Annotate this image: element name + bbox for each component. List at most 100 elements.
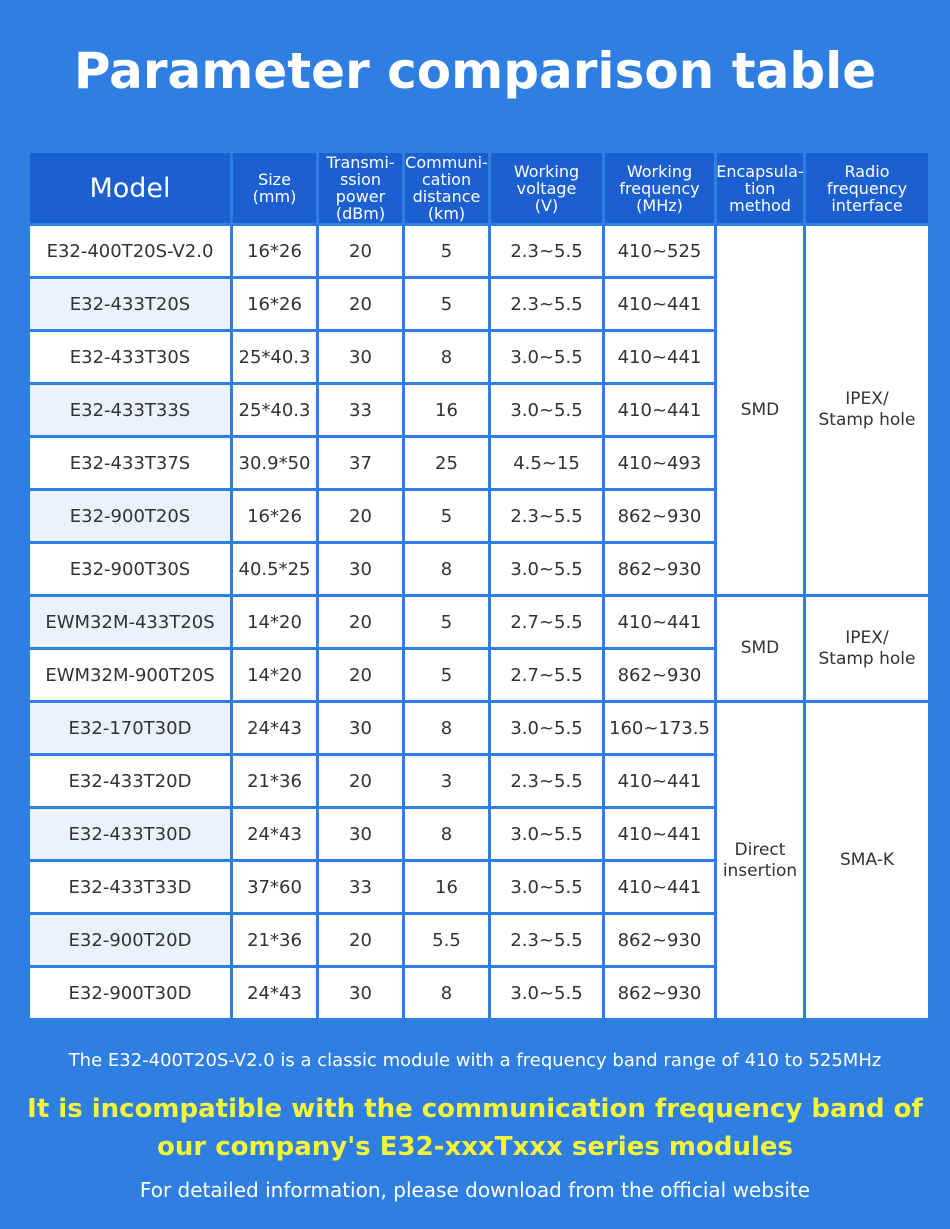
data-cell: 20 (319, 491, 402, 541)
interface-cell: SMA-K (806, 703, 928, 1018)
data-cell: 5 (405, 597, 488, 647)
header-cell: Size (mm) (233, 153, 316, 223)
data-cell: 8 (405, 968, 488, 1018)
encapsulation-cell: SMD (717, 226, 803, 594)
encapsulation-cell: Direct insertion (717, 703, 803, 1018)
data-cell: 2.7~5.5 (491, 650, 602, 700)
data-cell: 30 (319, 968, 402, 1018)
data-cell: 410~441 (605, 862, 714, 912)
data-cell: 862~930 (605, 915, 714, 965)
data-cell: 24*43 (233, 703, 316, 753)
data-cell: 410~441 (605, 756, 714, 806)
model-cell: EWM32M-433T20S (30, 597, 230, 647)
model-cell: E32-433T33S (30, 385, 230, 435)
data-cell: 160~173.5 (605, 703, 714, 753)
interface-cell: IPEX/ Stamp hole (806, 226, 928, 594)
data-cell: 5 (405, 226, 488, 276)
data-cell: 3.0~5.5 (491, 385, 602, 435)
data-cell: 24*43 (233, 809, 316, 859)
data-cell: 410~441 (605, 279, 714, 329)
data-cell: 8 (405, 544, 488, 594)
data-cell: 5 (405, 279, 488, 329)
data-cell: 862~930 (605, 968, 714, 1018)
data-cell: 25 (405, 438, 488, 488)
data-cell: 2.3~5.5 (491, 491, 602, 541)
data-cell: 16 (405, 385, 488, 435)
model-cell: EWM32M-900T20S (30, 650, 230, 700)
data-cell: 33 (319, 862, 402, 912)
data-cell: 2.3~5.5 (491, 915, 602, 965)
data-cell: 3.0~5.5 (491, 332, 602, 382)
data-cell: 24*43 (233, 968, 316, 1018)
data-cell: 2.7~5.5 (491, 597, 602, 647)
data-cell: 16*26 (233, 226, 316, 276)
data-cell: 2.3~5.5 (491, 279, 602, 329)
data-cell: 30 (319, 809, 402, 859)
data-cell: 30 (319, 332, 402, 382)
data-cell: 410~441 (605, 809, 714, 859)
data-cell: 20 (319, 597, 402, 647)
data-cell: 20 (319, 279, 402, 329)
data-cell: 2.3~5.5 (491, 756, 602, 806)
data-cell: 4.5~15 (491, 438, 602, 488)
data-cell: 3.0~5.5 (491, 809, 602, 859)
model-cell: E32-433T30D (30, 809, 230, 859)
model-cell: E32-900T20D (30, 915, 230, 965)
data-cell: 21*36 (233, 915, 316, 965)
model-cell: E32-900T30S (30, 544, 230, 594)
data-cell: 25*40.3 (233, 332, 316, 382)
header-cell: Model (30, 153, 230, 223)
footer-info: For detailed information, please downloa… (139, 1178, 811, 1202)
data-cell: 14*20 (233, 597, 316, 647)
data-cell: 410~441 (605, 597, 714, 647)
comparison-table: Model Size (mm) Transmi- ssion power (dBm)… (30, 153, 928, 1018)
data-cell: 33 (319, 385, 402, 435)
data-cell: 5 (405, 650, 488, 700)
title: Parameter comparison table (73, 42, 877, 100)
data-cell: 8 (405, 332, 488, 382)
data-cell: 5 (405, 491, 488, 541)
footer-note: The E32-400T20S-V2.0 is a classic module… (68, 1050, 882, 1071)
data-cell: 410~441 (605, 332, 714, 382)
data-cell: 862~930 (605, 544, 714, 594)
interface-cell: IPEX/ Stamp hole (806, 597, 928, 700)
data-cell: 30 (319, 544, 402, 594)
header-cell: Working voltage (V) (491, 153, 602, 223)
data-cell: 862~930 (605, 491, 714, 541)
model-cell: E32-433T20D (30, 756, 230, 806)
footer-warning: It is incompatible with the communicatio… (27, 1094, 923, 1162)
data-cell: 410~441 (605, 385, 714, 435)
header-cell: Radio frequency interface (806, 153, 928, 223)
data-cell: 3.0~5.5 (491, 703, 602, 753)
data-cell: 37 (319, 438, 402, 488)
data-cell: 410~525 (605, 226, 714, 276)
data-cell: 862~930 (605, 650, 714, 700)
data-cell: 14*20 (233, 650, 316, 700)
data-cell: 20 (319, 650, 402, 700)
data-cell: 8 (405, 809, 488, 859)
model-cell: E32-900T20S (30, 491, 230, 541)
model-cell: E32-433T20S (30, 279, 230, 329)
data-cell: 8 (405, 703, 488, 753)
data-cell: 5.5 (405, 915, 488, 965)
model-cell: E32-400T20S-V2.0 (30, 226, 230, 276)
header-cell: Encapsula- tion method (716, 153, 804, 223)
data-cell: 3.0~5.5 (491, 544, 602, 594)
data-cell: 20 (319, 226, 402, 276)
data-cell: 16 (405, 862, 488, 912)
model-cell: E32-900T30D (30, 968, 230, 1018)
data-cell: 30.9*50 (233, 438, 316, 488)
header-cell: Working frequency (MHz) (605, 153, 714, 223)
data-cell: 20 (319, 756, 402, 806)
data-cell: 2.3~5.5 (491, 226, 602, 276)
data-cell: 16*26 (233, 491, 316, 541)
model-cell: E32-433T37S (30, 438, 230, 488)
header-cell: Communi- cation distance (km) (405, 153, 488, 223)
data-cell: 37*60 (233, 862, 316, 912)
data-cell: 3.0~5.5 (491, 862, 602, 912)
header-cell: Transmi- ssion power (dBm) (319, 153, 402, 223)
data-cell: 25*40.3 (233, 385, 316, 435)
encapsulation-cell: SMD (717, 597, 803, 700)
model-cell: E32-433T30S (30, 332, 230, 382)
